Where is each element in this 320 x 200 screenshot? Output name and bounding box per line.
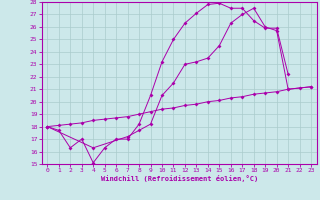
- X-axis label: Windchill (Refroidissement éolien,°C): Windchill (Refroidissement éolien,°C): [100, 175, 258, 182]
